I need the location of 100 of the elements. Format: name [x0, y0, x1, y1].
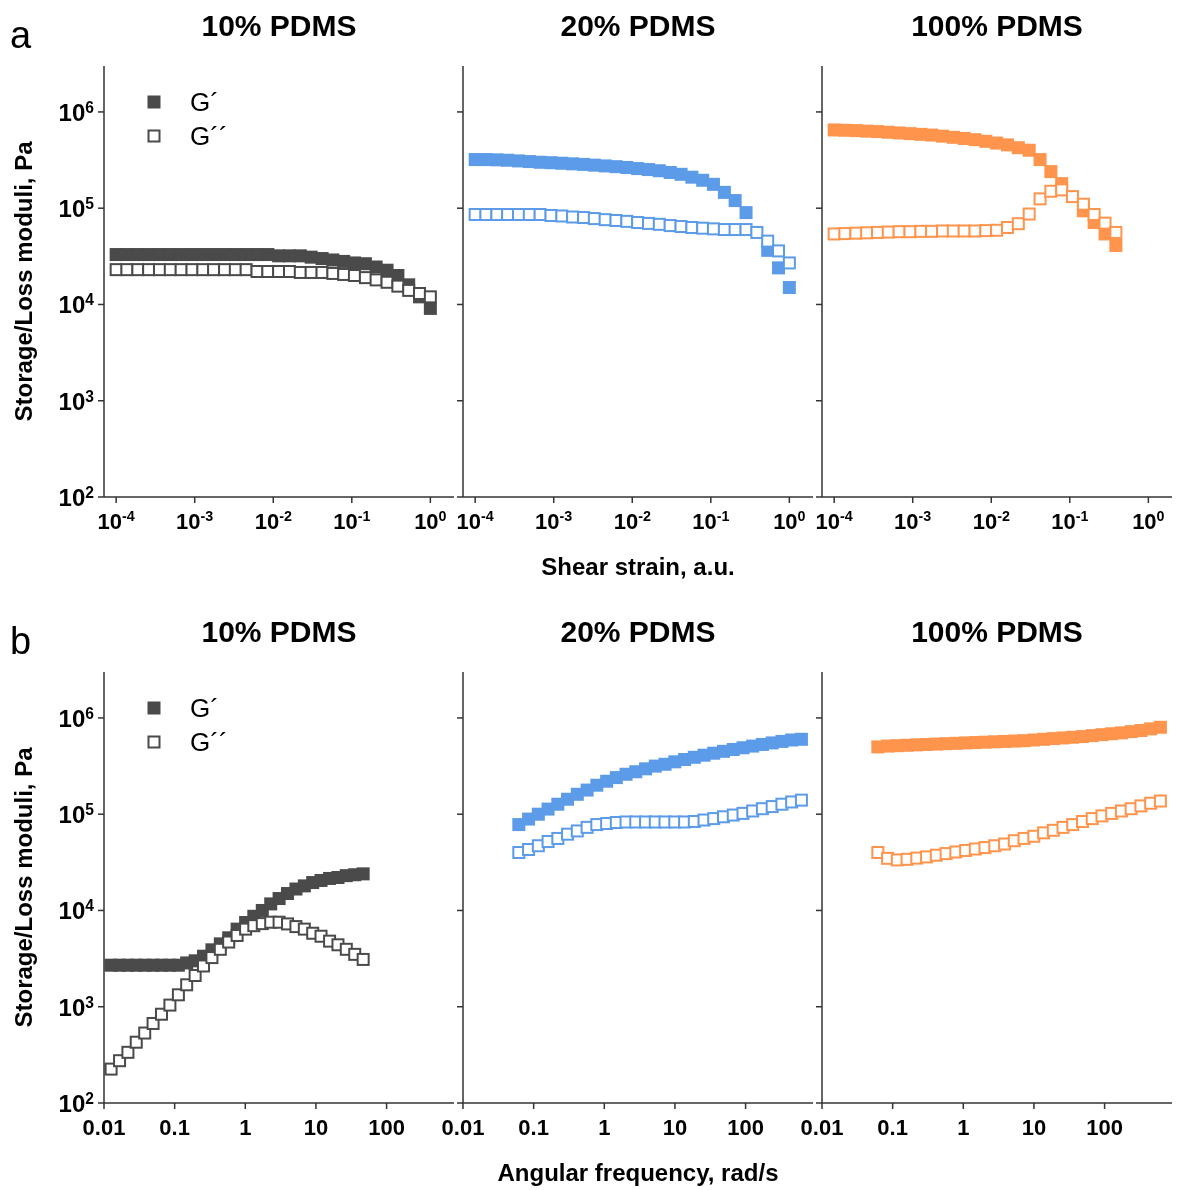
point [369, 273, 383, 287]
x-axis-title: Angular frequency, rad/s [497, 1159, 779, 1186]
x-tick-label: 100 [368, 1115, 405, 1140]
x-axis-title: Shear strain, a.u. [541, 553, 735, 580]
point [154, 1007, 168, 1021]
y-tick-label: 10$^{3}$ [58, 993, 95, 1021]
point [1065, 190, 1079, 204]
point [1044, 165, 1058, 179]
point [1055, 183, 1069, 197]
y-tick-label: 10$^{3}$ [58, 387, 95, 415]
point [1022, 143, 1036, 157]
x-tick-label: 10$^{0}$ [414, 508, 447, 534]
point [423, 290, 437, 304]
point [402, 283, 416, 297]
chart-title: 100% PDMS [911, 615, 1083, 648]
x-tick-label: 10$^{-1}$ [1051, 508, 1089, 534]
point [138, 1026, 152, 1040]
x-tick-label: 0.1 [159, 1115, 190, 1140]
y-tick-label: 10$^{2}$ [58, 1089, 95, 1117]
y-tick-label: 10$^{4}$ [58, 896, 95, 925]
point [146, 1016, 160, 1030]
legend-label: G´ [190, 87, 219, 117]
point [750, 225, 764, 239]
chart-title: 20% PDMS [560, 615, 716, 648]
x-tick-label: 100 [727, 1115, 764, 1140]
x-tick-label: 10$^{0}$ [773, 508, 806, 534]
x-tick-label: 10$^{-4}$ [815, 508, 853, 534]
point [1087, 208, 1101, 221]
x-tick-label: 10$^{0}$ [1132, 508, 1165, 534]
x-tick-label: 10 [1021, 1115, 1047, 1140]
x-tick-label: 10$^{-2}$ [254, 508, 292, 534]
x-tick-label: 10$^{-4}$ [97, 508, 135, 534]
text: a [10, 14, 32, 56]
legend-label: G´´ [190, 121, 228, 151]
y-tick-label: 10$^{6}$ [58, 704, 95, 732]
x-tick-label: 0.1 [877, 1115, 908, 1140]
x-tick-label: 1 [239, 1115, 252, 1140]
chart-title: 100% PDMS [911, 9, 1083, 42]
point [180, 978, 194, 992]
chart-title: 10% PDMS [201, 9, 357, 42]
point [1153, 794, 1167, 808]
point [772, 261, 786, 275]
point [413, 287, 427, 300]
point [772, 244, 786, 258]
point [794, 732, 808, 746]
point [1033, 153, 1047, 167]
legend-label: G´´ [190, 727, 228, 757]
point [163, 998, 177, 1012]
y-tick-label: 10$^{2}$ [58, 483, 95, 511]
point [739, 206, 753, 220]
point [1076, 197, 1090, 211]
point [121, 1045, 135, 1059]
point [171, 988, 185, 1002]
x-tick-label: 10 [662, 1115, 688, 1140]
x-tick-label: 1 [957, 1115, 970, 1140]
x-tick-label: 0.01 [441, 1115, 485, 1140]
point [782, 256, 796, 270]
x-tick-label: 10$^{-2}$ [613, 508, 651, 534]
point [1011, 217, 1025, 231]
point [1109, 225, 1123, 239]
x-tick-label: 10$^{-1}$ [333, 508, 371, 534]
point [782, 281, 796, 295]
x-tick-label: 10$^{-3}$ [535, 508, 573, 534]
point [1153, 720, 1167, 734]
x-tick-label: 1 [598, 1115, 611, 1140]
point [205, 951, 219, 965]
y-tick-label: 10$^{5}$ [58, 194, 95, 223]
x-tick-label: 10$^{-3}$ [894, 508, 932, 534]
x-tick-label: 10$^{-2}$ [972, 508, 1010, 534]
y-tick-label: 10$^{6}$ [58, 98, 95, 126]
point [129, 1035, 143, 1049]
point [717, 185, 731, 199]
point [423, 301, 437, 315]
x-tick-label: 100 [1086, 1115, 1123, 1140]
x-tick-label: 0.01 [800, 1115, 844, 1140]
x-tick-label: 0.1 [518, 1115, 549, 1140]
text: b [10, 620, 32, 662]
point [356, 952, 370, 966]
point [356, 867, 370, 881]
x-tick-label: 10$^{-1}$ [692, 508, 730, 534]
x-tick-label: 10$^{-3}$ [176, 508, 214, 534]
point [761, 234, 775, 248]
point [794, 793, 808, 807]
point [1022, 207, 1036, 221]
x-tick-label: 10$^{-4}$ [456, 508, 494, 534]
point [104, 1062, 118, 1076]
point [728, 194, 742, 208]
y-axis-title: Storage/Loss moduli, Pa [10, 140, 37, 422]
chart-title: 10% PDMS [201, 615, 357, 648]
point [188, 969, 202, 983]
x-tick-label: 10 [303, 1115, 329, 1140]
point [706, 177, 720, 191]
point [1098, 216, 1112, 230]
legend-label: G´ [190, 693, 219, 723]
x-tick-label: 0.01 [82, 1115, 126, 1140]
y-tick-label: 10$^{4}$ [58, 290, 95, 319]
y-axis-title: Storage/Loss moduli, Pa [10, 746, 37, 1028]
chart-title: 20% PDMS [560, 9, 716, 42]
y-tick-label: 10$^{5}$ [58, 800, 95, 829]
point [1033, 192, 1047, 206]
